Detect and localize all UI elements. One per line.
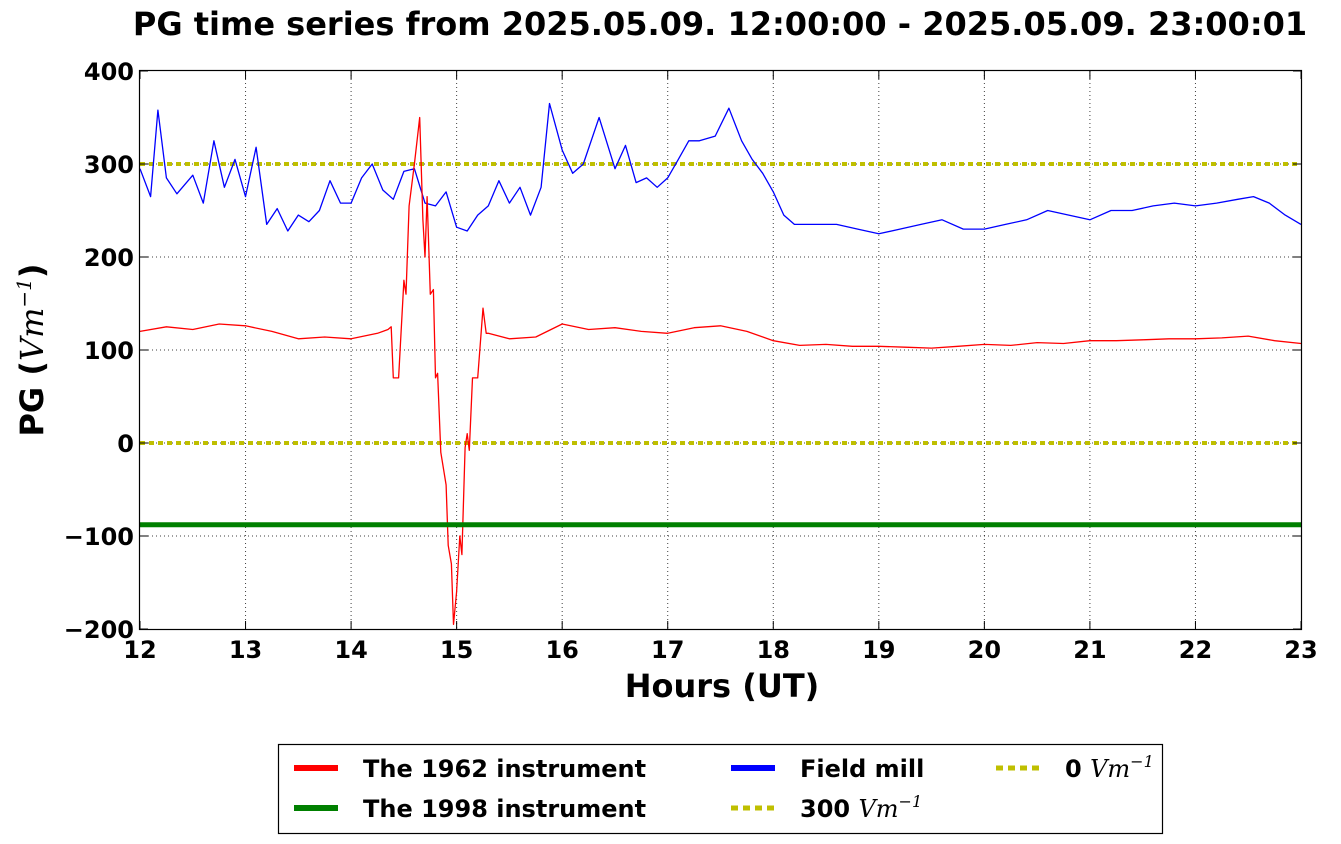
legend-label-unit: Vm [858, 795, 898, 823]
y-axis-label-close: ) [13, 263, 51, 278]
x-tick-label: 20 [968, 636, 1001, 664]
y-axis-label-exp: −1 [12, 278, 36, 307]
legend-label-0: The 1962 instrument [363, 755, 646, 783]
x-tick-label: 17 [651, 636, 684, 664]
y-tick-label: 100 [84, 337, 134, 365]
y-tick-label: 300 [84, 151, 134, 179]
legend-label-3: 300 Vm−1 [800, 792, 922, 823]
x-tick-label: 18 [757, 636, 790, 664]
x-tick-label: 14 [334, 636, 367, 664]
legend-label-text: 0 [1065, 755, 1090, 783]
x-tick-label: 23 [1284, 636, 1317, 664]
chart-title: PG time series from 2025.05.09. 12:00:00… [133, 5, 1307, 43]
y-tick-label: 200 [84, 244, 134, 272]
x-tick-label: 15 [440, 636, 473, 664]
y-tick-label: −200 [64, 616, 134, 644]
series-line-2 [139, 102, 1302, 235]
legend-label-text: The 1962 instrument [363, 755, 646, 783]
legend: The 1962 instrument The 1998 instrument Fi… [277, 743, 1164, 835]
legend-label-unit: Vm [1090, 755, 1130, 783]
x-tick-label: 19 [862, 636, 895, 664]
legend-frame [277, 743, 1164, 835]
y-axis-label-text: PG ( [13, 361, 51, 436]
legend-entries: The 1962 instrument The 1998 instrument Fi… [294, 752, 1154, 823]
legend-label-exp: −1 [1130, 752, 1154, 771]
legend-label-2: Field mill [800, 755, 924, 783]
legend-label-text: 300 [800, 795, 858, 823]
legend-label-text: Field mill [800, 755, 924, 783]
x-tick-label: 16 [545, 636, 578, 664]
x-tick-label: 12 [123, 636, 156, 664]
series-line-0 [139, 116, 1302, 626]
y-tick-label: −100 [64, 523, 134, 551]
x-tick-label: 22 [1179, 636, 1212, 664]
legend-label-1: The 1998 instrument [363, 795, 646, 823]
y-tick-label: 400 [84, 58, 134, 86]
x-ticks: 12 13 14 15 16 17 18 19 20 21 22 23 [123, 71, 1318, 664]
legend-label-4: 0 Vm−1 [1065, 752, 1154, 783]
y-axis-label-unit: Vm [13, 308, 51, 361]
grid [140, 71, 1301, 629]
legend-label-exp: −1 [899, 792, 923, 811]
y-tick-label: 0 [117, 430, 134, 458]
y-ticks: −200 −100 0 100 200 300 400 [64, 58, 1301, 644]
x-tick-label: 21 [1073, 636, 1106, 664]
plot-frame [138, 69, 1303, 631]
x-tick-label: 13 [229, 636, 262, 664]
x-axis-label: Hours (UT) [625, 667, 820, 705]
series-layer [139, 102, 1302, 626]
legend-label-text: The 1998 instrument [363, 795, 646, 823]
y-axis-label: PG (Vm−1) [12, 263, 51, 436]
